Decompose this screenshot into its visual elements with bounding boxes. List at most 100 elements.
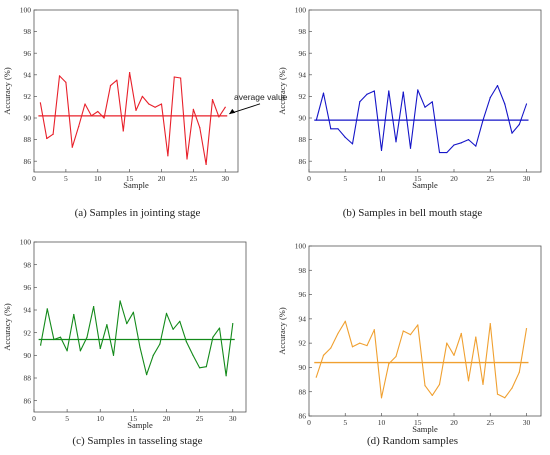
y-tick-label: 98	[24, 260, 32, 269]
data-point	[467, 380, 470, 382]
caption-bell-mouth: (b) Samples in bell mouth stage	[342, 207, 483, 219]
data-point	[417, 324, 419, 326]
x-tick-label: 5	[343, 174, 347, 183]
y-tick-label: 94	[299, 314, 307, 323]
data-point	[52, 133, 54, 135]
data-point	[344, 320, 346, 322]
data-point	[59, 336, 62, 338]
data-point	[141, 95, 143, 97]
x-tick-label: 30	[523, 174, 531, 183]
data-point	[424, 106, 426, 108]
data-point	[165, 312, 168, 314]
data-point	[453, 354, 455, 356]
data-point	[366, 344, 368, 347]
data-point	[482, 383, 484, 386]
data-point	[199, 127, 201, 129]
data-point	[525, 327, 528, 330]
data-point	[504, 103, 506, 105]
x-tick-label: 20	[158, 174, 166, 183]
data-point	[337, 128, 339, 130]
x-axis-label: Sample	[127, 420, 153, 430]
y-tick-label: 98	[24, 27, 32, 36]
data-point	[199, 367, 201, 369]
y-tick-label: 88	[299, 135, 307, 144]
data-point	[218, 116, 220, 118]
data-point	[380, 397, 383, 399]
data-point	[148, 103, 150, 105]
data-point	[46, 137, 48, 140]
data-point	[173, 76, 175, 78]
data-point	[129, 72, 131, 74]
data-point	[160, 103, 163, 105]
y-tick-label: 86	[299, 157, 307, 166]
data-point	[39, 102, 41, 104]
data-point	[116, 79, 118, 81]
y-tick-label: 98	[299, 266, 307, 275]
chart-random: 86 88 90 92 94 96 98 100 0 5 10 15 20 25 30 Sample Accur…	[277, 242, 542, 434]
x-tick-label: 5	[343, 418, 347, 427]
x-axis-label: Sample	[412, 180, 438, 190]
data-point	[73, 313, 75, 316]
y-tick-label: 96	[24, 49, 32, 58]
data-point	[84, 103, 86, 105]
data-point	[431, 394, 433, 396]
data-point	[373, 329, 375, 331]
x-tick-label: 10	[378, 174, 386, 183]
data-point	[438, 151, 441, 154]
data-point	[154, 106, 156, 108]
series-line	[40, 300, 234, 377]
x-tick-label: 20	[163, 414, 171, 423]
data-point	[86, 336, 88, 338]
data-point	[417, 89, 419, 91]
y-tick-label: 96	[24, 283, 32, 292]
x-tick-label: 25	[190, 174, 198, 183]
data-point	[93, 306, 95, 308]
data-point	[65, 81, 67, 83]
y-axis-label: Accuracy (%)	[277, 307, 287, 355]
x-tick-label: 20	[450, 174, 458, 183]
data-point	[218, 327, 221, 329]
data-point	[388, 90, 390, 92]
data-point	[71, 146, 73, 148]
data-point	[351, 143, 354, 145]
data-point	[205, 366, 207, 368]
data-point	[172, 328, 174, 330]
chart-panel-bell-mouth: 86 88 90 92 94 96 98 100 0 5 10 15 20 25 30 Sample Accur…	[275, 0, 550, 232]
data-point	[496, 393, 499, 395]
data-point	[482, 119, 484, 121]
x-tick-label: 25	[487, 174, 495, 183]
chart-panel-random: 86 88 90 92 94 96 98 100 0 5 10 15 20 25 30 Sample Accur…	[275, 228, 550, 455]
x-tick-label: 10	[378, 418, 386, 427]
data-point	[79, 350, 81, 352]
data-point	[446, 342, 448, 344]
data-point	[126, 323, 128, 325]
caption-jointing: (a) Samples in jointing stage	[74, 207, 201, 219]
data-point	[475, 145, 477, 147]
data-point	[185, 341, 187, 343]
data-point	[112, 354, 115, 356]
plot-frame	[308, 9, 542, 173]
data-point	[103, 117, 105, 119]
x-tick-label: 25	[196, 414, 204, 423]
data-point	[359, 342, 361, 344]
y-tick-label: 92	[24, 92, 32, 101]
data-point	[225, 375, 227, 377]
x-tick-label: 15	[414, 174, 422, 183]
y-tick-label: 90	[24, 351, 32, 360]
x-tick-label: 0	[307, 174, 311, 183]
data-point	[224, 106, 226, 108]
data-point	[186, 158, 188, 160]
x-tick-label: 0	[307, 418, 311, 427]
x-tick-label: 25	[487, 418, 495, 427]
data-point	[40, 344, 42, 346]
data-point	[192, 108, 194, 110]
data-point	[380, 149, 383, 151]
annotation-arrowhead	[229, 108, 236, 114]
y-tick-label: 86	[24, 396, 32, 405]
data-point	[460, 142, 462, 144]
data-point	[409, 334, 412, 336]
data-point	[395, 355, 397, 358]
data-point	[66, 350, 68, 352]
data-point	[212, 336, 214, 338]
data-point	[139, 346, 141, 348]
